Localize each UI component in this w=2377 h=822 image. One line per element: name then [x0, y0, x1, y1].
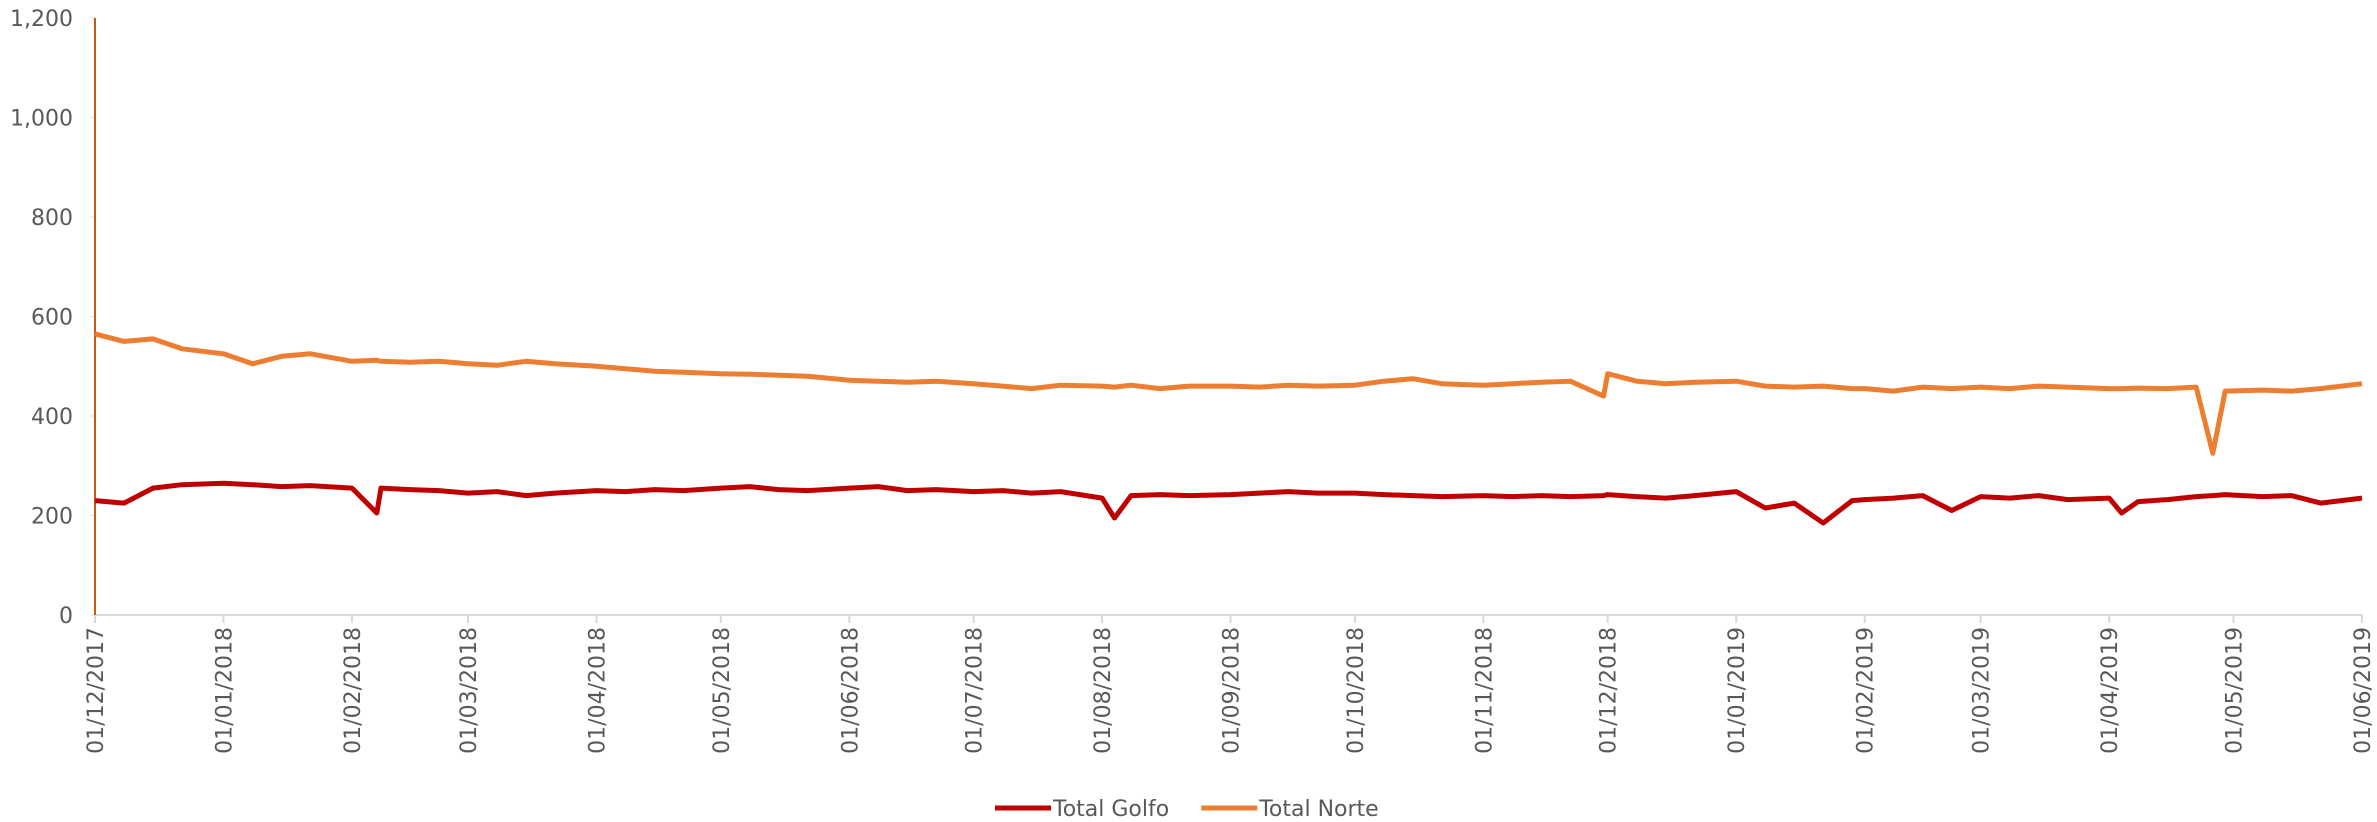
legend-label: Total Golfo [1052, 797, 1169, 822]
y-tick-label: 400 [31, 405, 73, 430]
x-tick-label: 01/06/2018 [838, 627, 863, 754]
x-tick-label: 01/03/2018 [457, 627, 482, 754]
x-tick-label: 01/03/2019 [1970, 627, 1995, 754]
x-tick-label: 01/04/2018 [585, 627, 610, 754]
x-tick-label: 01/10/2018 [1344, 627, 1369, 754]
x-tick-label: 01/01/2019 [1725, 627, 1750, 754]
y-tick-label: 800 [31, 206, 73, 231]
x-tick-label: 01/07/2018 [963, 627, 988, 754]
x-tick-label: 01/02/2019 [1854, 627, 1879, 754]
x-tick-label: 01/08/2018 [1091, 627, 1116, 754]
y-tick-label: 600 [31, 306, 73, 331]
x-tick-label: 01/11/2018 [1472, 627, 1497, 754]
x-tick-label: 01/06/2019 [2351, 627, 2376, 754]
series-line [94, 480, 2363, 526]
x-tick-label: 01/05/2019 [2223, 627, 2248, 754]
y-tick-label: 200 [31, 505, 73, 530]
x-tick-label: 01/05/2018 [710, 627, 735, 754]
y-tick-label: 1,000 [10, 107, 73, 132]
y-tick-label: 1,200 [10, 7, 73, 32]
x-tick-label: 01/09/2018 [1220, 627, 1245, 754]
x-tick-label: 01/02/2018 [341, 627, 366, 754]
y-tick-label: 0 [59, 604, 73, 629]
legend-label: Total Norte [1258, 797, 1379, 822]
x-tick-label: 01/04/2019 [2098, 627, 2123, 754]
x-tick-label: 01/12/2017 [84, 627, 109, 754]
x-tick-label: 01/12/2018 [1597, 627, 1622, 754]
x-tick-label: 01/01/2018 [212, 627, 237, 754]
series-line [94, 331, 2363, 456]
